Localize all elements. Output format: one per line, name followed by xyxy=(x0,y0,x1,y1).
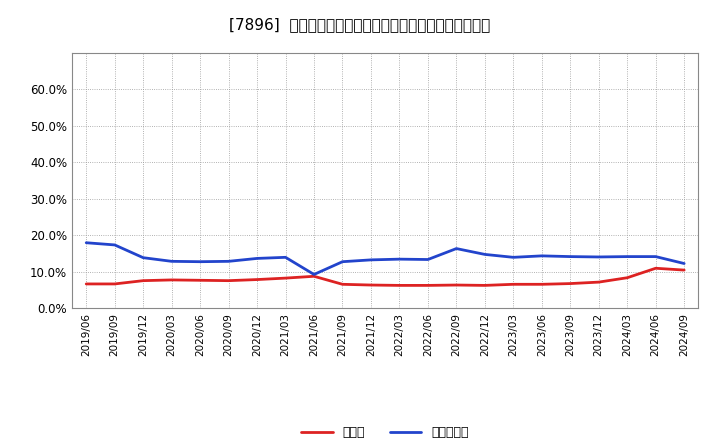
現頓金 xyxy=(310,274,318,279)
有利子負債 xyxy=(652,254,660,259)
有利子負債 xyxy=(253,256,261,261)
現頓金 xyxy=(537,282,546,287)
有利子負債 xyxy=(366,257,375,263)
有利子負債 xyxy=(167,259,176,264)
有利子負債 xyxy=(225,259,233,264)
現頓金 xyxy=(139,278,148,283)
Text: [7896]  現預金、有利子負債の総資産に対する比率の推移: [7896] 現預金、有利子負債の総資産に対する比率の推移 xyxy=(230,18,490,33)
有利子負債 xyxy=(338,259,347,264)
現頓金 xyxy=(338,282,347,287)
有利子負債 xyxy=(509,255,518,260)
有利子負債 xyxy=(395,257,404,262)
有利子負債 xyxy=(110,242,119,248)
有利子負債 xyxy=(282,255,290,260)
現頓金 xyxy=(82,281,91,286)
現頓金 xyxy=(225,278,233,283)
有利子負債 xyxy=(680,261,688,266)
現頓金 xyxy=(566,281,575,286)
現頓金 xyxy=(623,275,631,280)
現頓金 xyxy=(480,283,489,288)
有利子負債 xyxy=(310,272,318,277)
Line: 現頓金: 現頓金 xyxy=(86,268,684,286)
現頓金 xyxy=(452,282,461,288)
現頓金 xyxy=(423,283,432,288)
現頓金 xyxy=(509,282,518,287)
有利子負債 xyxy=(566,254,575,259)
現頓金 xyxy=(595,279,603,285)
有利子負債 xyxy=(452,246,461,251)
有利子負債 xyxy=(139,255,148,260)
現頓金 xyxy=(395,283,404,288)
Legend: 現頓金, 有利子負債: 現頓金, 有利子負債 xyxy=(297,422,474,440)
現頓金 xyxy=(282,275,290,281)
有利子負債 xyxy=(82,240,91,246)
有利子負債 xyxy=(595,254,603,260)
現頓金 xyxy=(366,282,375,288)
現頓金 xyxy=(167,277,176,282)
現頓金 xyxy=(253,277,261,282)
現頓金 xyxy=(652,266,660,271)
Line: 有利子負債: 有利子負債 xyxy=(86,243,684,275)
現頓金 xyxy=(196,278,204,283)
現頓金 xyxy=(110,281,119,286)
有利子負債 xyxy=(623,254,631,259)
現頓金 xyxy=(680,268,688,273)
有利子負債 xyxy=(196,259,204,264)
有利子負債 xyxy=(423,257,432,262)
有利子負債 xyxy=(480,252,489,257)
有利子負債 xyxy=(537,253,546,259)
